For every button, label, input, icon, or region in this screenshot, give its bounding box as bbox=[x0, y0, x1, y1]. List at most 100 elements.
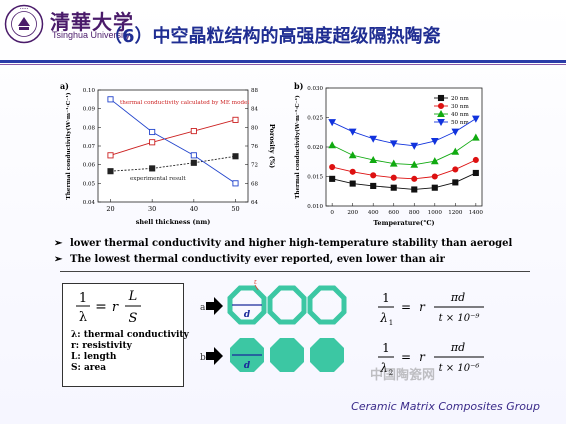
y-right-tick-label: 88 bbox=[251, 88, 258, 94]
data-point bbox=[328, 141, 337, 149]
series-line bbox=[332, 172, 477, 190]
definition-item: λ: thermal conductivity bbox=[71, 330, 189, 340]
thickness-t-label: t bbox=[254, 280, 257, 286]
legend-marker bbox=[437, 118, 445, 127]
data-point bbox=[107, 96, 114, 103]
panel-label: a) bbox=[60, 81, 69, 91]
row-label-a: a bbox=[200, 303, 206, 313]
series-line bbox=[331, 137, 477, 166]
data-point bbox=[451, 147, 460, 155]
bullet-text: lower thermal conductivity and higher hi… bbox=[70, 238, 513, 249]
data-point bbox=[232, 153, 239, 160]
data-point bbox=[389, 140, 398, 148]
arrow-bullet-icon: ➢ bbox=[54, 238, 63, 249]
dimension-d-label: d bbox=[244, 310, 251, 320]
eq2-eq: = bbox=[401, 350, 411, 364]
formula-lhs-den: λ bbox=[79, 310, 87, 325]
university-chinese-name: 清華大学 bbox=[50, 10, 134, 34]
formula-lhs-num: 1 bbox=[79, 291, 87, 306]
eq1-bottom: t × 10⁻⁹ bbox=[439, 313, 480, 324]
chart-b-temperature: b) 0 200 400 600 800 1000 1200 1400 0.010 0.015 0.0… bbox=[294, 81, 484, 227]
x-axis-title: Temperature(°C) bbox=[373, 219, 434, 227]
data-point bbox=[471, 115, 480, 123]
section-divider bbox=[60, 271, 530, 272]
formula-r: r bbox=[112, 300, 119, 315]
data-point bbox=[452, 166, 459, 173]
x-tick-label: 50 bbox=[231, 205, 239, 213]
x-tick-label: 800 bbox=[409, 210, 420, 216]
x-tick-label: 1000 bbox=[428, 210, 443, 216]
arrow-right-icon bbox=[206, 297, 223, 315]
data-point bbox=[349, 180, 356, 187]
data-point bbox=[431, 173, 438, 180]
formula-eq: = bbox=[95, 299, 107, 315]
series-line bbox=[110, 98, 236, 184]
series-group bbox=[329, 156, 479, 182]
data-point bbox=[369, 155, 378, 164]
data-point bbox=[328, 119, 337, 127]
y-right-tick-label: 76 bbox=[251, 144, 258, 150]
legend: 20 nm 30 nm 40 nm 50 nm bbox=[434, 94, 469, 127]
data-point bbox=[107, 168, 114, 175]
y-axis-title: Thermal conductivity(W·m⁻¹·C⁻¹) bbox=[294, 95, 301, 199]
equation-1: 1 λ 1 = r πd t × 10⁻⁹ bbox=[378, 291, 484, 327]
x-tick-label: 20 bbox=[106, 205, 114, 213]
equation-2: 1 λ 2 = r πd t × 10⁻⁶ bbox=[378, 341, 484, 377]
y-tick-label: 0.030 bbox=[307, 86, 323, 92]
x-tick-label: 1400 bbox=[469, 210, 484, 216]
data-point bbox=[411, 175, 418, 182]
data-point bbox=[329, 175, 336, 182]
eq1-top: πd bbox=[450, 291, 465, 304]
y-left-tick-label: 0.10 bbox=[83, 88, 96, 94]
bullet-item: ➢ lower thermal conductivity and higher h… bbox=[54, 236, 534, 252]
data-point bbox=[369, 135, 378, 143]
data-point bbox=[348, 151, 357, 159]
x-tick-label: 400 bbox=[368, 210, 379, 216]
data-point bbox=[232, 180, 239, 187]
x-axis-title: shell thickness (nm) bbox=[136, 218, 211, 226]
series-group bbox=[329, 169, 479, 193]
y-right-tick-label: 64 bbox=[251, 200, 258, 206]
y-left-tick-label: 0.09 bbox=[83, 107, 96, 113]
eq1-r: r bbox=[419, 300, 426, 314]
legend-label: 30 nm bbox=[451, 104, 469, 110]
y-left-tick-label: 0.08 bbox=[83, 125, 96, 131]
data-point bbox=[451, 128, 460, 136]
x-tick-label: 40 bbox=[190, 205, 198, 213]
data-point bbox=[190, 128, 197, 135]
data-point bbox=[410, 142, 419, 150]
bullet-list: ➢ lower thermal conductivity and higher h… bbox=[54, 236, 534, 268]
eq2-num: 1 bbox=[382, 341, 390, 355]
definition-item: S: area bbox=[71, 363, 107, 373]
series-line bbox=[332, 159, 477, 180]
y-right-tick-label: 80 bbox=[251, 125, 258, 131]
data-point bbox=[370, 182, 377, 189]
data-point bbox=[349, 168, 356, 175]
formula-den: S bbox=[129, 311, 138, 326]
series-group bbox=[328, 115, 480, 150]
data-point bbox=[149, 139, 156, 146]
definition-list: λ: thermal conductivity r: resistivity L… bbox=[71, 330, 189, 374]
y-tick-label: 0.025 bbox=[307, 116, 323, 122]
bullet-item: ➢ The lowest thermal conductivity ever re… bbox=[54, 252, 534, 268]
header-divider bbox=[0, 60, 566, 63]
x-tick-label: 600 bbox=[388, 210, 399, 216]
x-tick-label: 200 bbox=[347, 210, 358, 216]
y-left-tick-label: 0.05 bbox=[83, 181, 96, 187]
data-point bbox=[430, 157, 439, 165]
data-point bbox=[411, 186, 418, 193]
x-tick-label: 0 bbox=[330, 210, 334, 216]
header-divider-thin bbox=[0, 64, 566, 65]
data-point bbox=[149, 165, 156, 172]
data-point bbox=[472, 169, 479, 177]
annotation-model: thermal conductivity calculated by ME mo… bbox=[120, 100, 249, 106]
series-group bbox=[107, 153, 239, 175]
university-seal-logo: ••••• bbox=[4, 4, 44, 44]
y-left-tick-label: 0.07 bbox=[83, 144, 96, 150]
data-point bbox=[472, 156, 479, 164]
formula-num: L bbox=[128, 289, 138, 304]
arrow-bullet-icon: ➢ bbox=[54, 254, 63, 265]
eq1-lambda: λ bbox=[379, 311, 388, 325]
y-right-tick-label: 72 bbox=[251, 163, 258, 169]
